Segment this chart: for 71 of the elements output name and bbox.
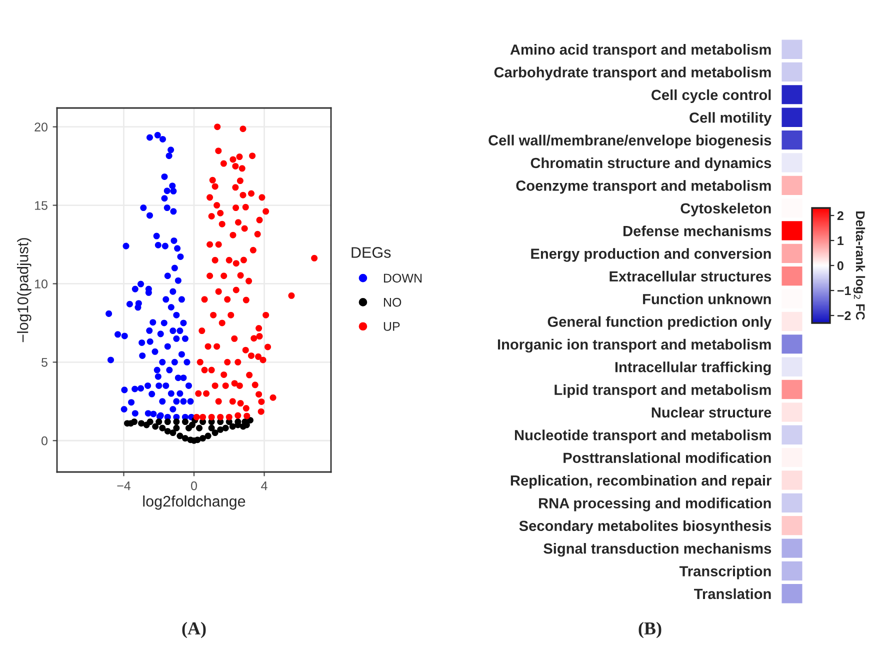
y-tick-label: Posttranslational modification — [564, 452, 771, 464]
color-bar-label: 2 — [837, 211, 844, 220]
color-bar-label: 1 — [838, 236, 844, 246]
point — [217, 426, 224, 433]
y-tick-label: Replication, recombination and repair — [510, 474, 772, 489]
point — [164, 418, 171, 426]
point — [185, 424, 192, 432]
y-tick-label: Transcription — [679, 566, 771, 580]
y-tick-label: Cytoskeleton — [680, 202, 771, 216]
point — [152, 423, 159, 430]
y-tick-label: Chromatin structure and dynamics — [530, 157, 772, 172]
y-tick-label: 5 — [42, 358, 48, 367]
y-tick-label: Cell motility — [690, 112, 772, 126]
y-tick-label: Energy production and conversion — [531, 248, 771, 262]
point — [176, 432, 184, 440]
y-tick-label: Inorganic ion transport and metabolism — [498, 338, 771, 353]
y-tick-label: Cell wall/membrane/envelope biogenesis — [488, 134, 772, 148]
y-tick-label: 10 — [35, 280, 48, 288]
point — [131, 418, 138, 426]
y-tick-label: Function unknown — [643, 294, 771, 304]
y-tick-label: RNA processing and modification — [539, 498, 771, 512]
point — [182, 418, 188, 426]
y-tick-label: Defense mechanisms — [624, 225, 772, 236]
color-bar-title: Delta-rank log$_{2}$ FC — [853, 212, 866, 320]
legend-label: DOWN — [384, 274, 422, 283]
text: (B) — [638, 622, 662, 638]
point — [164, 428, 171, 434]
y-tick-label: General function prediction only — [548, 316, 772, 330]
x-tick-label: 4 — [261, 481, 268, 490]
text: (A) — [182, 622, 206, 638]
point — [156, 418, 162, 426]
point — [159, 424, 166, 432]
y-tick-label: Extracellular structures — [610, 270, 772, 282]
color-bar-label: −2 — [837, 311, 851, 320]
y-tick-label: Intracellular trafficking — [615, 362, 771, 376]
y-tick-label: Carbohydrate transport and metabolism — [494, 66, 771, 80]
legend-label: NO — [384, 298, 402, 307]
point — [146, 418, 154, 426]
legend-label: UP — [384, 322, 400, 331]
point — [182, 435, 188, 442]
y-tick-label: Signal transduction mechanisms — [544, 543, 772, 557]
y-axis-title: −log10(padjust) — [17, 238, 32, 342]
point — [229, 423, 236, 430]
point — [208, 424, 215, 432]
y-tick-label: Nucleotide transport and metabolism — [514, 430, 771, 444]
point — [173, 418, 180, 426]
y-tick-label: Nuclear structure — [652, 406, 772, 418]
y-tick-label: 20 — [34, 122, 48, 132]
y-tick-label: Lipid transport and metabolism — [554, 384, 771, 398]
color-bar-label: 0 — [837, 261, 844, 270]
y-tick-label: Amino acid transport and metabolism — [510, 44, 771, 58]
point — [138, 420, 145, 427]
y-tick-label: Secondary metabolites biosynthesis — [519, 520, 772, 534]
point — [222, 424, 229, 432]
x-axis-title: log2foldchange — [143, 495, 246, 510]
x-tick-label: 0 — [191, 481, 197, 490]
point — [196, 424, 203, 432]
legend-title: DEGs — [352, 247, 391, 258]
point — [194, 436, 201, 444]
point — [212, 430, 218, 436]
y-tick-label: Cell cycle control — [652, 89, 771, 104]
y-tick-label: Translation — [694, 588, 771, 600]
point — [173, 424, 180, 432]
y-tick-label: 0 — [42, 436, 48, 446]
y-tick-label: 15 — [35, 201, 48, 210]
x-tick-label: −4 — [117, 481, 131, 490]
point — [170, 430, 176, 436]
y-tick-label: Coenzyme transport and metabolism — [516, 180, 771, 194]
color-bar-label: −1 — [837, 286, 851, 296]
point — [200, 435, 206, 442]
point — [204, 432, 212, 440]
